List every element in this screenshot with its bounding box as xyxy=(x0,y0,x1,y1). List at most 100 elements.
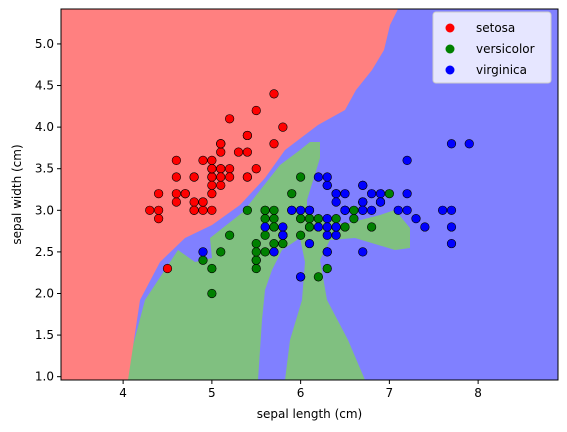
x-axis-label: sepal length (cm) xyxy=(257,407,362,421)
region-versicolor xyxy=(124,142,410,380)
data-point-virginica xyxy=(287,205,297,215)
plot-frame xyxy=(60,8,559,381)
data-point-setosa xyxy=(145,205,155,215)
data-point-setosa xyxy=(154,205,164,215)
data-point-virginica xyxy=(367,205,377,215)
data-point-virginica xyxy=(375,189,386,199)
data-point-versicolor xyxy=(296,230,306,240)
data-point-virginica xyxy=(322,247,332,257)
data-point-virginica xyxy=(198,247,208,257)
data-point-setosa xyxy=(171,189,181,199)
data-point-setosa xyxy=(198,197,208,207)
data-point-virginica xyxy=(358,205,368,215)
data-point-setosa xyxy=(189,197,199,207)
data-point-virginica xyxy=(331,197,341,207)
y-tick-label: 2.0 xyxy=(35,286,54,300)
y-tick-label: 5.0 xyxy=(35,37,54,51)
data-point-versicolor xyxy=(198,255,208,265)
x-tick-label: 8 xyxy=(474,386,482,400)
data-point-setosa xyxy=(233,147,244,157)
y-tick-label: 4.0 xyxy=(35,120,54,134)
data-point-setosa xyxy=(242,130,252,141)
data-point-setosa xyxy=(216,139,226,149)
region-setosa xyxy=(61,9,398,380)
y-tick-label: 3.0 xyxy=(35,203,54,217)
y-axis-ticks: 1.0 1.5 2.0 2.5 3.0 3.5 4.0 4.5 5.0 xyxy=(35,37,61,384)
data-point-versicolor xyxy=(296,214,306,224)
data-point-setosa xyxy=(216,164,226,174)
data-point-versicolor xyxy=(313,214,323,224)
data-point-virginica xyxy=(304,238,315,249)
data-point-setosa xyxy=(207,172,217,182)
data-point-virginica xyxy=(296,205,306,215)
data-point-virginica xyxy=(278,222,288,232)
legend-box xyxy=(432,11,552,84)
data-point-virginica xyxy=(322,172,332,182)
data-point-virginica xyxy=(358,197,368,207)
data-point-versicolor xyxy=(251,238,261,249)
y-tick-label: 1.0 xyxy=(35,370,54,384)
data-point-versicolor xyxy=(384,189,394,199)
data-point-virginica xyxy=(322,214,332,224)
data-point-setosa xyxy=(225,164,235,174)
data-point-setosa xyxy=(242,147,252,157)
y-tick-label: 4.5 xyxy=(35,79,54,93)
data-point-virginica xyxy=(446,205,457,215)
data-point-setosa xyxy=(154,214,164,224)
data-point-setosa xyxy=(216,180,226,190)
y-tick-label: 2.5 xyxy=(35,245,54,259)
x-tick-label: 6 xyxy=(297,386,305,400)
data-point-versicolor xyxy=(367,222,377,232)
data-point-virginica xyxy=(322,230,332,240)
data-point-versicolor xyxy=(304,214,315,224)
x-tick-label: 5 xyxy=(208,386,216,400)
data-point-virginica xyxy=(446,238,457,249)
data-point-versicolor xyxy=(260,205,270,215)
data-point-setosa xyxy=(171,172,181,182)
x-axis-ticks: 4 5 6 7 8 xyxy=(119,380,482,400)
data-point-setosa xyxy=(180,189,190,199)
data-point-versicolor xyxy=(296,172,306,182)
data-point-virginica xyxy=(367,189,377,199)
data-point-virginica xyxy=(375,197,386,207)
data-point-setosa xyxy=(198,205,208,215)
data-point-virginica xyxy=(402,189,412,199)
data-point-setosa xyxy=(207,205,217,215)
data-point-setosa xyxy=(269,89,279,99)
data-point-versicolor xyxy=(269,222,279,232)
data-point-setosa xyxy=(216,172,226,182)
data-point-versicolor xyxy=(260,230,270,240)
data-point-virginica xyxy=(278,230,288,240)
data-point-setosa xyxy=(225,114,235,124)
x-tick-label: 4 xyxy=(119,386,127,400)
data-point-setosa xyxy=(207,189,217,199)
data-point-setosa xyxy=(189,172,199,182)
data-point-virginica xyxy=(313,222,323,232)
data-point-setosa xyxy=(251,164,261,174)
data-point-virginica xyxy=(331,189,341,199)
data-point-versicolor xyxy=(251,255,261,265)
data-point-setosa xyxy=(207,155,217,165)
data-point-versicolor xyxy=(251,263,261,274)
data-point-versicolor xyxy=(269,238,279,249)
data-point-setosa xyxy=(171,155,181,165)
region-virginica-lower xyxy=(258,238,305,380)
data-point-versicolor xyxy=(260,214,270,224)
data-point-virginica xyxy=(446,222,457,232)
scatter-points xyxy=(145,89,474,299)
data-point-setosa xyxy=(225,172,235,182)
data-point-setosa xyxy=(207,164,217,174)
data-point-setosa xyxy=(251,105,261,116)
data-point-versicolor xyxy=(349,205,359,215)
data-point-versicolor xyxy=(207,263,217,274)
data-point-versicolor xyxy=(207,288,217,299)
data-point-versicolor xyxy=(340,222,350,232)
data-point-setosa xyxy=(216,147,226,157)
data-point-virginica xyxy=(411,214,421,224)
data-point-versicolor xyxy=(251,247,261,257)
data-point-virginica xyxy=(340,189,350,199)
data-point-versicolor xyxy=(260,247,270,257)
data-point-virginica xyxy=(304,205,315,215)
data-point-setosa xyxy=(207,180,217,190)
